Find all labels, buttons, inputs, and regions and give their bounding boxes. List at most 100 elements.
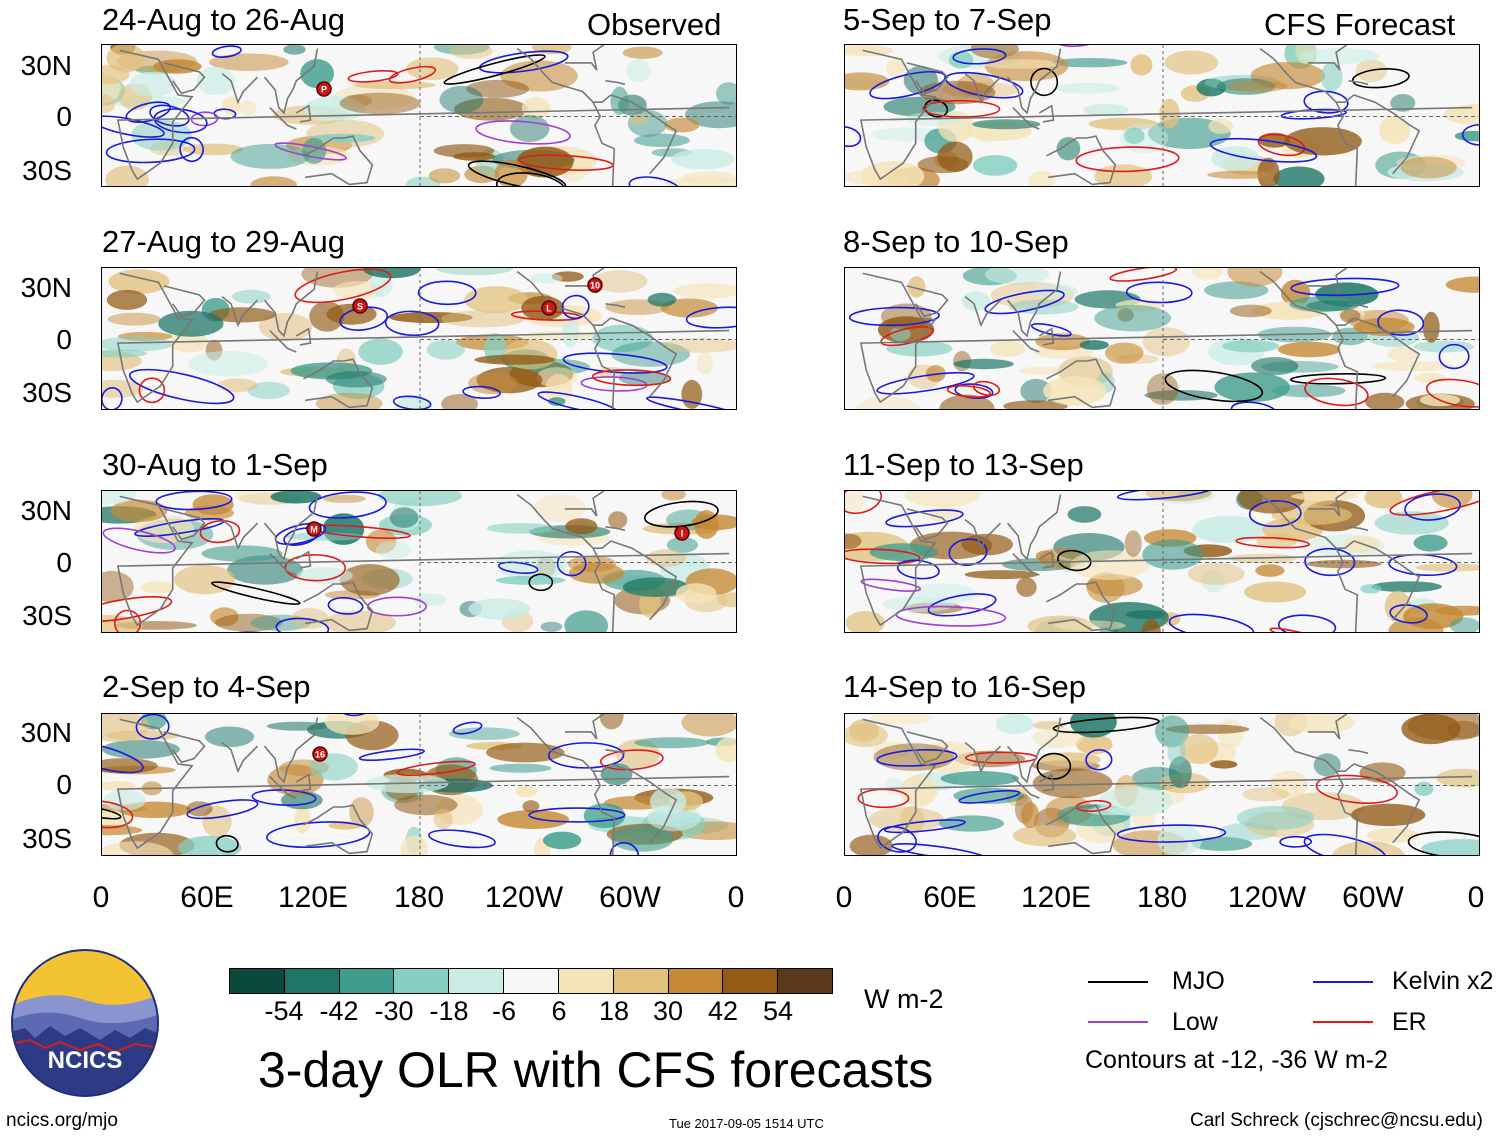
contour-line [1389,491,1479,516]
olr-anomaly-blob [972,119,1041,130]
olr-anomaly-blob [626,59,651,83]
contour-line [628,176,682,186]
storm-marker-label: P [321,85,327,95]
olr-anomaly-blob [937,141,973,173]
olr-anomaly-blob [1155,715,1190,748]
contour-line [102,387,123,409]
olr-anomaly-blob [454,97,529,121]
olr-anomaly-blob [201,545,283,562]
olr-anomaly-blob [1214,372,1290,402]
olr-anomaly-blob [873,743,955,771]
olr-anomaly-blob [250,176,297,186]
olr-anomaly-blob [1098,786,1173,817]
coastline [263,717,319,784]
olr-anomaly-blob [622,577,689,597]
olr-anomaly-blob [1191,836,1253,851]
olr-anomaly-blob [629,113,649,125]
contour-line [1209,137,1318,163]
contour-line [609,842,640,855]
contour-line [537,391,618,409]
coastline [564,491,605,517]
olr-anomaly-blob [622,46,663,59]
coastline [1348,749,1369,755]
olr-anomaly-blob [1168,756,1192,789]
olr-anomaly-blob [1209,760,1238,769]
contour-line [1116,491,1213,501]
olr-anomaly-blob [186,801,213,817]
colorbar-label: 42 [707,996,739,1026]
coastline [116,49,730,181]
olr-anomaly-blob [339,92,421,115]
olr-anomaly-blob [1443,103,1479,126]
colorbar-label: 54 [762,996,794,1026]
olr-anomaly-blob [964,570,1039,580]
olr-anomaly-blob [1086,572,1125,603]
olr-anomaly-blob [1387,346,1419,362]
coastline [516,47,612,104]
lon-label-180: 180 [393,881,445,914]
olr-anomaly-blob [215,613,283,632]
contour-line [883,819,966,834]
contour-line [885,509,964,528]
olr-anomaly-blob [1413,340,1474,353]
olr-anomaly-blob [474,354,556,365]
coastline [564,714,605,740]
olr-anomaly-blob [1365,392,1405,409]
olr-anomaly-blob [1291,492,1359,501]
coastline [859,272,1473,404]
olr-anomaly-blob [583,803,626,829]
coastline [592,101,616,186]
coastline [610,317,678,398]
coastline [1259,716,1355,773]
olr-anomaly-blob [464,286,528,314]
olr-anomaly-blob [1056,137,1081,161]
olr-anomaly-blob [900,775,938,807]
olr-anomaly-blob [1217,719,1244,749]
lat-label-30n: 30N [20,50,72,81]
olr-anomaly-blob [102,336,174,352]
contour-line [891,842,987,855]
olr-anomaly-blob [1270,770,1308,799]
olr-anomaly-blob [339,564,400,596]
olr-anomaly-blob [1332,841,1405,855]
olr-anomaly-blob [869,714,933,725]
footer-credit: Carl Schreck (cjschrec@ncsu.edu) [1190,1110,1483,1131]
olr-anomaly-blob [102,614,143,632]
panel-title-3: 2-Sep to 4-Sep [102,669,311,704]
olr-anomaly-blob [953,787,1025,804]
olr-anomaly-blob [1445,276,1479,293]
colorbar-units: W m-2 [864,984,944,1014]
storm-marker-label: L [546,304,552,314]
lon-label-0-end: 0 [1467,881,1485,914]
storm-marker: S [352,298,368,314]
contour-line [845,548,921,565]
olr-anomaly-blob [666,537,698,553]
olr-anomaly-blob [1032,721,1066,730]
olr-anomaly-blob [696,352,713,375]
footer-url[interactable]: ncics.org/mjo [6,1110,118,1131]
contour-line [199,519,241,544]
olr-anomaly-blob [1012,825,1077,847]
olr-anomaly-blob [996,714,1034,735]
olr-anomaly-blob [1364,491,1403,509]
olr-anomaly-blob [1033,345,1094,359]
olr-anomaly-blob [1104,342,1144,364]
lon-label-120w: 120W [1227,881,1307,914]
olr-anomaly-blob [210,607,239,627]
observed-header: Observed [587,7,722,42]
lon-label-120e: 120E [277,881,349,914]
lat-label-30n: 30N [20,495,72,526]
coastline [221,518,259,551]
olr-anomaly-blob [1043,376,1107,406]
contour-line [1461,123,1479,146]
olr-anomaly-blob [545,373,573,404]
contour-line [211,45,242,58]
contour-line [860,578,922,592]
panel-title-5: 8-Sep to 10-Sep [843,224,1069,259]
olr-anomaly-blob [1401,714,1461,745]
olr-anomaly-blob [413,593,447,606]
coastline [269,330,297,353]
olr-anomaly-blob [1088,117,1159,131]
coastline [295,104,312,123]
coastline [605,80,626,86]
